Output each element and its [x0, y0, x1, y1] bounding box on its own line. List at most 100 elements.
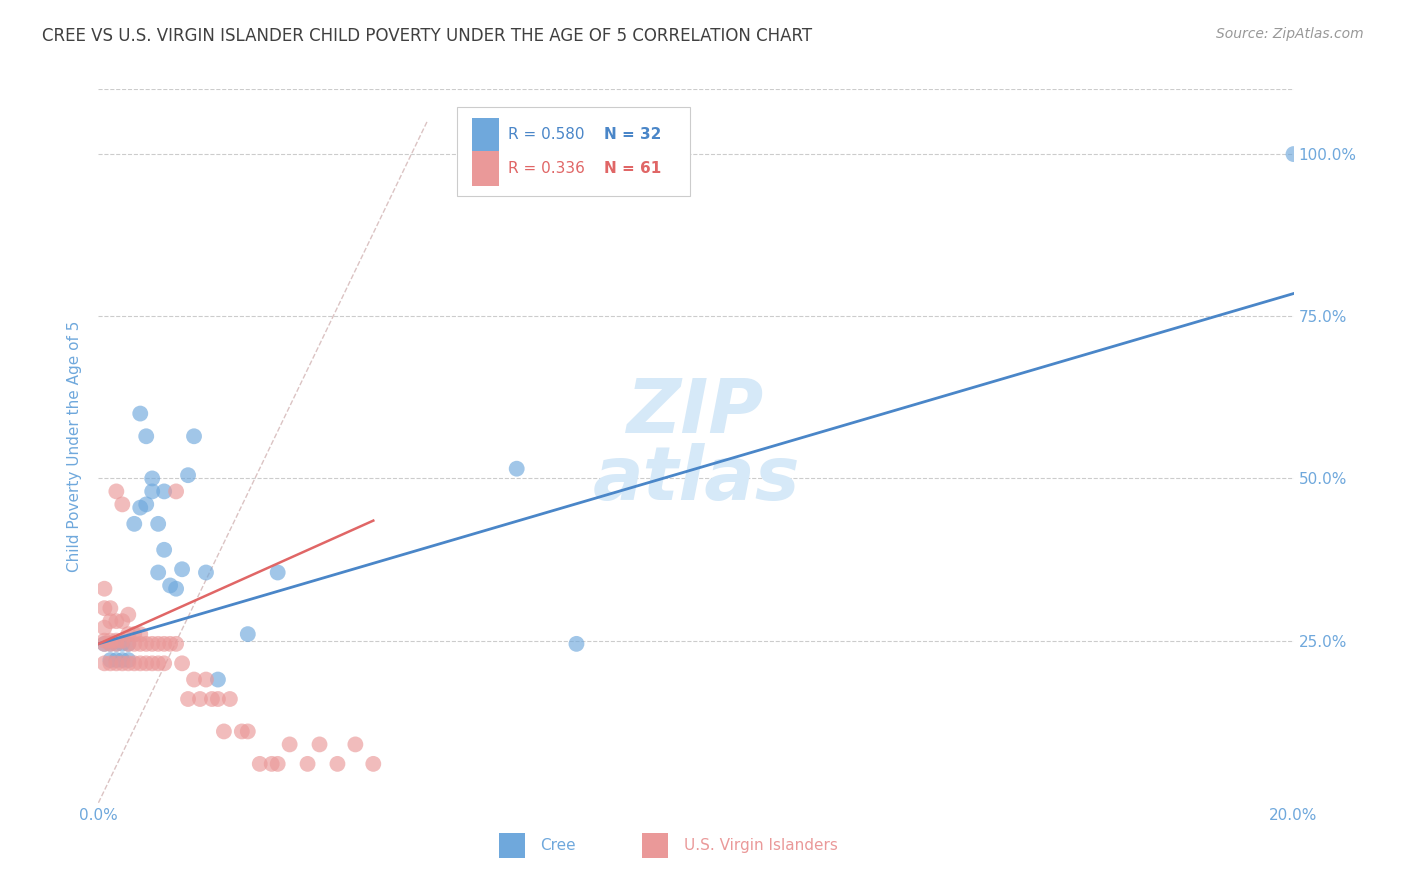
- Point: [93, 601, 115, 615]
- Point: [278, 738, 301, 752]
- Point: [565, 637, 588, 651]
- Point: [135, 657, 157, 671]
- Point: [153, 542, 176, 557]
- Bar: [499, 833, 524, 858]
- Point: [183, 673, 205, 687]
- Point: [212, 724, 235, 739]
- Point: [207, 673, 229, 687]
- Point: [124, 637, 146, 651]
- Point: [98, 657, 122, 671]
- Point: [159, 578, 181, 592]
- Point: [129, 637, 152, 651]
- Point: [148, 516, 170, 531]
- Bar: [643, 833, 668, 858]
- Point: [105, 484, 128, 499]
- Point: [98, 601, 122, 615]
- Point: [165, 484, 187, 499]
- Point: [117, 637, 139, 651]
- Point: [111, 633, 134, 648]
- Point: [219, 692, 242, 706]
- Point: [344, 738, 367, 752]
- Point: [195, 673, 218, 687]
- Point: [267, 756, 290, 771]
- Point: [129, 407, 152, 421]
- Point: [236, 627, 259, 641]
- Point: [105, 637, 128, 651]
- Text: R = 0.336: R = 0.336: [509, 161, 585, 176]
- Point: [177, 692, 200, 706]
- Point: [207, 692, 229, 706]
- Point: [153, 484, 176, 499]
- Point: [260, 756, 283, 771]
- Point: [93, 637, 115, 651]
- Point: [172, 562, 194, 576]
- Point: [267, 566, 290, 580]
- Point: [1282, 147, 1305, 161]
- Text: N = 61: N = 61: [605, 161, 661, 176]
- Point: [153, 657, 176, 671]
- Point: [105, 653, 128, 667]
- Point: [111, 497, 134, 511]
- Point: [153, 637, 176, 651]
- Point: [129, 500, 152, 515]
- Point: [201, 692, 224, 706]
- Point: [93, 637, 115, 651]
- Bar: [472, 152, 499, 186]
- FancyBboxPatch shape: [457, 107, 690, 196]
- Point: [506, 461, 529, 475]
- Point: [231, 724, 253, 739]
- Point: [111, 653, 134, 667]
- Point: [98, 614, 122, 628]
- Point: [105, 657, 128, 671]
- Point: [117, 627, 139, 641]
- Point: [117, 637, 139, 651]
- Point: [141, 637, 163, 651]
- Point: [124, 657, 146, 671]
- Point: [363, 756, 385, 771]
- Point: [177, 468, 200, 483]
- Point: [326, 756, 349, 771]
- Point: [93, 633, 115, 648]
- Point: [111, 657, 134, 671]
- Point: [105, 614, 128, 628]
- Point: [141, 657, 163, 671]
- Point: [135, 429, 157, 443]
- Point: [117, 653, 139, 667]
- Point: [165, 582, 187, 596]
- Point: [129, 657, 152, 671]
- Point: [135, 637, 157, 651]
- Point: [93, 657, 115, 671]
- Point: [195, 566, 218, 580]
- Point: [111, 614, 134, 628]
- Point: [148, 637, 170, 651]
- Point: [111, 637, 134, 651]
- Point: [98, 633, 122, 648]
- Point: [308, 738, 330, 752]
- Point: [141, 484, 163, 499]
- Point: [98, 653, 122, 667]
- Point: [172, 657, 194, 671]
- Point: [141, 471, 163, 485]
- Bar: [472, 118, 499, 152]
- Text: Source: ZipAtlas.com: Source: ZipAtlas.com: [1216, 27, 1364, 41]
- Point: [117, 607, 139, 622]
- Point: [93, 582, 115, 596]
- Point: [93, 621, 115, 635]
- Point: [249, 756, 271, 771]
- Point: [117, 657, 139, 671]
- Y-axis label: Child Poverty Under the Age of 5: Child Poverty Under the Age of 5: [67, 320, 83, 572]
- Point: [297, 756, 319, 771]
- Point: [236, 724, 259, 739]
- Point: [124, 627, 146, 641]
- Text: R = 0.580: R = 0.580: [509, 128, 585, 143]
- Point: [148, 657, 170, 671]
- Text: CREE VS U.S. VIRGIN ISLANDER CHILD POVERTY UNDER THE AGE OF 5 CORRELATION CHART: CREE VS U.S. VIRGIN ISLANDER CHILD POVER…: [42, 27, 813, 45]
- Text: N = 32: N = 32: [605, 128, 661, 143]
- Point: [159, 637, 181, 651]
- Point: [98, 637, 122, 651]
- Point: [183, 429, 205, 443]
- Point: [124, 516, 146, 531]
- Point: [188, 692, 211, 706]
- Point: [105, 637, 128, 651]
- Text: Cree: Cree: [541, 838, 576, 853]
